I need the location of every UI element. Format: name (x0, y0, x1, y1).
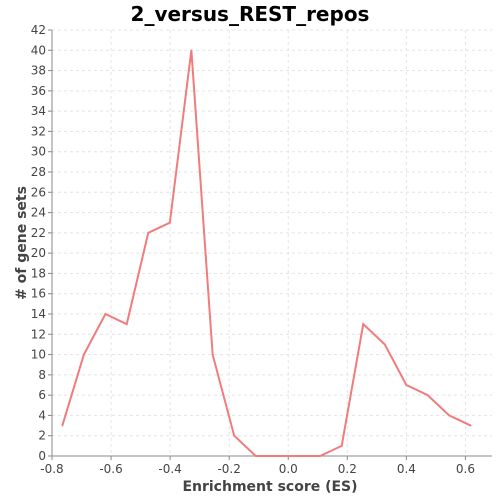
data-point (147, 232, 150, 234)
data-point (169, 221, 171, 224)
data-point (254, 455, 257, 457)
data-point (426, 394, 429, 396)
y-tick-label: 42 (31, 23, 46, 37)
y-tick-label: 36 (31, 84, 46, 98)
data-point (125, 323, 128, 325)
x-tick-label: 0.2 (338, 462, 357, 476)
data-point (104, 313, 107, 315)
plot-background (52, 30, 492, 456)
y-tick-label: 38 (31, 64, 46, 78)
y-tick-label: 4 (38, 408, 46, 422)
y-tick-label: 16 (31, 287, 46, 301)
y-tick-label: 14 (31, 307, 46, 321)
x-tick-label: -0.6 (99, 462, 122, 476)
x-tick-label: -0.4 (158, 462, 181, 476)
y-tick-label: 40 (31, 43, 46, 57)
data-point (211, 353, 214, 356)
y-tick-label: 32 (31, 124, 46, 138)
y-tick-label: 20 (31, 246, 46, 260)
x-tick-label: 0.4 (397, 462, 416, 476)
y-tick-label: 26 (31, 185, 46, 199)
plot-area: 024681012141618202224262830323436384042-… (31, 23, 492, 476)
y-tick-label: 12 (31, 327, 46, 341)
y-tick-label: 22 (31, 226, 46, 240)
data-point (340, 445, 343, 447)
y-tick-label: 0 (38, 449, 46, 463)
y-tick-label: 8 (38, 368, 46, 382)
y-tick-label: 18 (31, 266, 46, 280)
y-tick-label: 6 (38, 388, 46, 402)
series-line (61, 50, 472, 457)
y-tick-label: 30 (31, 145, 46, 159)
x-tick-label: -0.2 (217, 462, 240, 476)
x-tick-label: 0.0 (279, 462, 298, 476)
data-point (276, 455, 279, 457)
data-point (298, 455, 300, 457)
data-point (469, 424, 472, 427)
data-point (448, 414, 450, 417)
data-point (233, 434, 236, 437)
y-tick-label: 10 (31, 348, 46, 362)
data-point (405, 384, 408, 386)
x-tick-label: 0.6 (456, 462, 475, 476)
y-tick-label: 24 (31, 206, 46, 220)
x-tick-label: -0.8 (40, 462, 63, 476)
data-point (190, 49, 193, 52)
y-axis-label: # of gene sets (14, 186, 30, 300)
data-point (384, 343, 386, 346)
y-tick-label: 28 (31, 165, 46, 179)
y-tick-label: 34 (31, 104, 46, 118)
data-point (83, 353, 85, 356)
y-tick-label: 2 (38, 429, 46, 443)
data-point (61, 424, 64, 427)
chart-title: 2_versus_REST_repos (131, 2, 370, 26)
x-axis-label: Enrichment score (ES) (182, 479, 357, 495)
data-point (362, 323, 365, 325)
data-point (319, 455, 321, 457)
